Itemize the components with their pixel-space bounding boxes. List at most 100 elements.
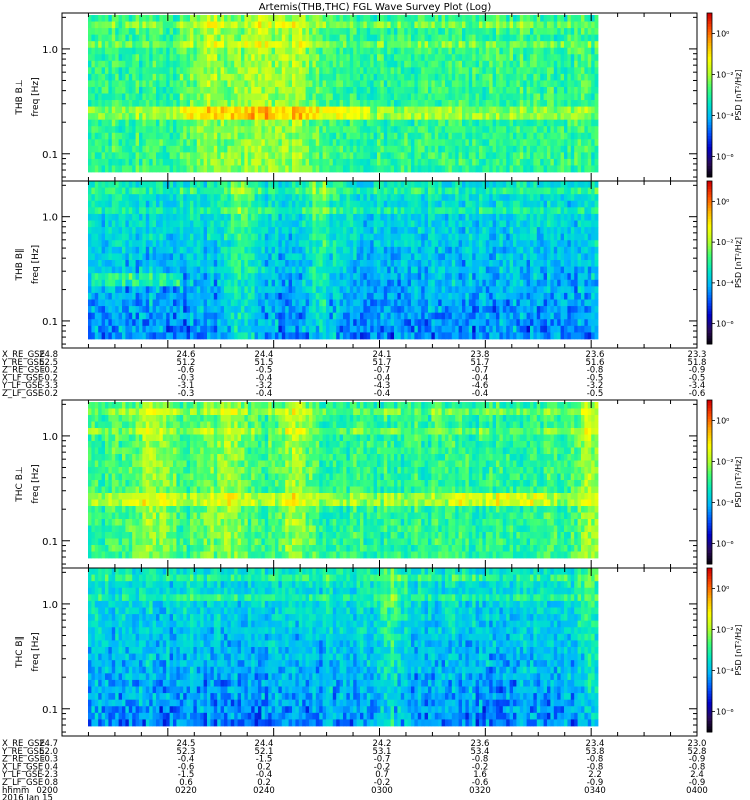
spectrogram-cell <box>288 47 293 55</box>
spectrogram-cell <box>183 93 187 101</box>
spectrogram-cell <box>581 113 585 121</box>
spectrogram-cell <box>251 106 255 114</box>
spectrogram-cell <box>220 41 225 49</box>
spectrogram-cell <box>519 100 524 107</box>
spectrogram-cell <box>540 15 544 22</box>
spectrogram-cell <box>322 34 327 42</box>
spectrogram-cell <box>224 132 228 140</box>
spectrogram-cell <box>220 246 225 254</box>
spectrogram-cell <box>196 126 201 134</box>
spectrogram-cell <box>179 145 184 153</box>
spectrogram-cell <box>213 100 218 107</box>
spectrogram-cell <box>230 194 235 202</box>
spectrogram-cell <box>560 86 565 94</box>
spectrogram-cell <box>377 145 381 153</box>
spectrogram-cell <box>264 113 269 121</box>
spectrogram-cell <box>142 233 147 241</box>
spectrogram-cell <box>468 28 473 36</box>
spectrogram-cell <box>183 194 187 202</box>
spectrogram-cell <box>122 165 126 173</box>
spectrogram-cell <box>332 73 337 81</box>
spectrogram-cell <box>128 152 133 160</box>
spectrogram-cell <box>509 93 514 101</box>
spectrogram-cell <box>475 67 480 75</box>
spectrogram-cell <box>404 132 408 140</box>
spectrogram-cell <box>227 106 232 114</box>
spectrogram-cell <box>149 292 153 300</box>
spectrogram-cell <box>108 100 113 107</box>
spectrogram-cell <box>149 93 153 101</box>
spectrogram-cell <box>145 139 150 147</box>
spectrogram-cell <box>145 100 150 107</box>
spectrogram-cell <box>220 21 225 29</box>
spectrogram-cell <box>247 73 252 81</box>
spectrogram-cell <box>152 332 157 340</box>
spectrogram-cell <box>373 100 378 107</box>
spectrogram-cell <box>152 119 157 127</box>
spectrogram-cell <box>346 80 351 88</box>
spectrogram-cell <box>115 299 119 307</box>
colorbar-swatch <box>707 160 712 164</box>
spectrogram-cell <box>383 113 388 121</box>
spectrogram-cell <box>115 15 119 22</box>
spectrogram-cell <box>492 93 497 101</box>
spectrogram-cell <box>234 194 238 202</box>
spectrogram-cell <box>564 93 568 101</box>
spectrogram-cell <box>373 132 378 140</box>
spectrogram-cell <box>122 28 126 36</box>
spectrogram-cell <box>332 93 337 101</box>
spectrogram-cell <box>441 41 446 49</box>
spectrogram-cell <box>244 119 249 127</box>
spectrogram-cell <box>128 165 133 173</box>
spectrogram-cell <box>479 113 483 121</box>
spectrogram-cell <box>207 86 211 94</box>
spectrogram-cell <box>101 54 106 62</box>
spectrogram-cell <box>159 227 164 235</box>
spectrogram-cell <box>176 67 181 75</box>
spectrogram-cell <box>336 152 340 160</box>
spectrogram-cell <box>438 106 442 114</box>
spectrogram-cell <box>540 67 544 75</box>
spectrogram-cell <box>159 15 164 22</box>
spectrogram-cell <box>203 312 208 320</box>
spectrogram-cell <box>142 279 147 287</box>
spectrogram-cell <box>139 260 143 267</box>
spectrogram-cell <box>557 47 561 55</box>
spectrogram-cell <box>404 93 408 101</box>
spectrogram-cell <box>536 15 541 22</box>
spectrogram-cell <box>591 145 595 153</box>
spectrogram-cell <box>224 165 228 173</box>
spectrogram-cell <box>564 139 568 147</box>
spectrogram-cell <box>142 126 147 134</box>
spectrogram-cell <box>543 60 548 68</box>
spectrogram-cell <box>88 158 92 166</box>
spectrogram-cell <box>275 113 279 121</box>
spectrogram-cell <box>509 73 514 81</box>
spectrogram-cell <box>237 213 242 221</box>
spectrogram-cell <box>217 279 221 287</box>
spectrogram-cell <box>268 165 272 173</box>
spectrogram-cell <box>230 21 235 29</box>
spectrogram-cell <box>431 21 436 29</box>
spectrogram-cell <box>247 100 252 107</box>
spectrogram-cell <box>200 119 204 127</box>
spectrogram-cell <box>156 312 160 320</box>
spectrogram-cell <box>438 119 442 127</box>
spectrogram-cell <box>360 73 364 81</box>
spectrogram-cell <box>380 126 385 134</box>
spectrogram-cell <box>196 299 201 307</box>
spectrogram-cell <box>594 41 599 49</box>
spectrogram-cell <box>128 207 133 215</box>
spectrogram-cell <box>122 325 126 333</box>
spectrogram-cell <box>397 34 402 42</box>
spectrogram-cell <box>122 246 126 254</box>
spectrogram-cell <box>220 47 225 55</box>
spectrogram-cell <box>207 165 211 173</box>
spectrogram-cell <box>186 132 191 140</box>
spectrogram-cell <box>179 80 184 88</box>
spectrogram-cell <box>196 34 201 42</box>
spectrogram-cell <box>258 227 262 235</box>
spectrogram-cell <box>288 158 293 166</box>
spectrogram-cell <box>139 319 143 327</box>
spectrogram-cell <box>543 106 548 114</box>
